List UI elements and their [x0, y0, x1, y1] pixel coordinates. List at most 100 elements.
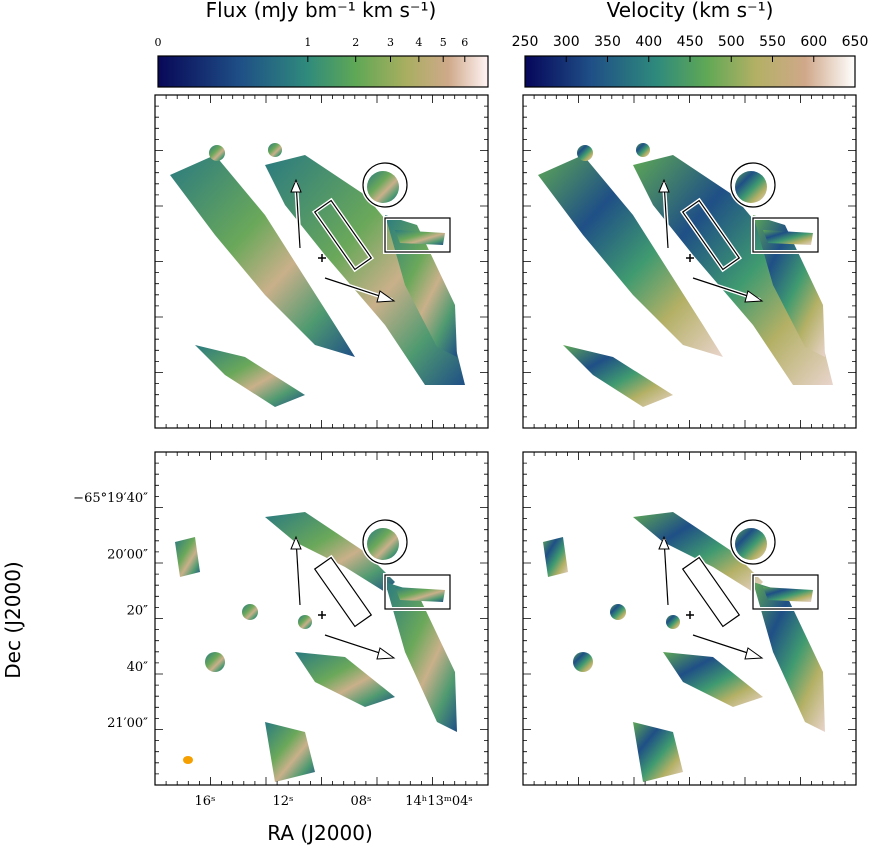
frame-tick	[155, 452, 488, 785]
frame-tick	[155, 95, 488, 428]
frame-tick	[523, 95, 856, 428]
frame-tick	[523, 452, 856, 785]
frame-tick	[523, 452, 856, 785]
x-tick-label: 14ʰ13ᵐ04ˢ	[405, 794, 473, 809]
frame-tick	[523, 95, 856, 428]
frame-tick	[523, 95, 856, 428]
frame-tick	[155, 95, 488, 428]
frame-tick	[523, 452, 856, 785]
frame-tick	[523, 452, 856, 785]
x-axis-label: RA (J2000)	[267, 821, 373, 845]
frame-tick	[155, 452, 488, 785]
frame-tick	[523, 95, 856, 428]
frame-tick	[155, 452, 488, 785]
frame-tick	[523, 95, 856, 428]
frame-tick	[155, 95, 488, 428]
frame-tick	[155, 95, 488, 428]
frame-tick	[523, 452, 856, 785]
frame-tick	[523, 452, 856, 785]
frame-tick	[155, 95, 488, 428]
frame-tick	[155, 452, 488, 785]
frame-tick	[155, 95, 488, 428]
velocity-map-bottom	[522, 451, 857, 786]
frame-tick	[155, 95, 488, 428]
y-tick-label: −65°19′40″	[73, 491, 148, 506]
frame-tick	[155, 452, 488, 785]
frame-tick	[155, 452, 488, 785]
frame-tick	[523, 95, 856, 428]
colorbar-title: Velocity (km s⁻¹)	[607, 0, 774, 22]
frame-tick	[155, 452, 488, 785]
frame-tick	[523, 452, 856, 785]
frame-tick	[523, 95, 856, 428]
frame-tick	[523, 452, 856, 785]
colorbar-tick-label: 2	[352, 36, 359, 49]
frame-tick	[155, 95, 488, 428]
frame-tick	[523, 452, 856, 785]
colorbar-tick-label: 6	[461, 36, 468, 49]
frame-tick	[523, 452, 856, 785]
colorbar-tick-label: 400	[635, 34, 662, 50]
frame-tick	[155, 452, 488, 785]
frame-tick	[155, 95, 488, 428]
frame-tick	[523, 95, 856, 428]
frame-tick	[523, 95, 856, 428]
y-axis-label: Dec (J2000)	[1, 561, 25, 678]
frame-tick	[523, 95, 856, 428]
colorbar-tick-label: 450	[677, 34, 704, 50]
frame-tick	[155, 95, 488, 428]
colorbar-tick-label: 1	[304, 36, 311, 49]
frame-tick	[523, 95, 856, 428]
flux-map-bottom	[154, 451, 489, 786]
flux-map-top	[154, 94, 489, 429]
frame-tick	[155, 95, 488, 428]
frame-tick	[523, 95, 856, 428]
frame-tick	[155, 452, 488, 785]
colorbar-tick-label: 300	[553, 34, 580, 50]
frame-tick	[523, 452, 856, 785]
frame-tick	[523, 95, 856, 428]
frame-tick	[155, 452, 488, 785]
frame-tick	[523, 95, 856, 428]
frame-tick	[523, 95, 856, 428]
frame-tick	[523, 452, 856, 785]
colorbar-tick-label: 250	[512, 34, 539, 50]
frame-tick	[155, 95, 488, 428]
frame-tick	[523, 452, 856, 785]
colorbar-tick-label: 4	[415, 36, 422, 49]
x-tick-label: 08ˢ	[351, 794, 372, 809]
frame-tick	[523, 452, 856, 785]
frame-tick	[523, 452, 856, 785]
frame-tick	[155, 95, 488, 428]
frame-tick	[523, 95, 856, 428]
frame-tick	[155, 452, 488, 785]
frame-tick	[523, 452, 856, 785]
colorbar-tick-label: 350	[594, 34, 621, 50]
frame-tick	[523, 95, 856, 428]
frame-tick	[523, 95, 856, 428]
frame-tick	[155, 452, 488, 785]
colorbar-tick-label: 0	[155, 36, 162, 49]
frame-tick	[523, 452, 856, 785]
frame-tick	[523, 95, 856, 428]
frame-tick	[523, 452, 856, 785]
frame-tick	[155, 452, 488, 785]
frame-tick	[155, 95, 488, 428]
frame-tick	[523, 95, 856, 428]
frame-tick	[523, 95, 856, 428]
frame-tick	[155, 95, 488, 428]
frame-tick	[155, 452, 488, 785]
colorbar-title: Flux (mJy bm⁻¹ km s⁻¹)	[206, 0, 437, 22]
y-tick-label: 20″	[127, 604, 149, 619]
y-tick-label: 40″	[127, 660, 149, 675]
frame-tick	[523, 452, 856, 785]
frame-tick	[155, 452, 488, 785]
frame-tick	[523, 95, 856, 428]
frame-tick	[523, 95, 856, 428]
frame-tick	[155, 95, 488, 428]
frame-tick	[523, 95, 856, 428]
frame-tick	[523, 95, 856, 428]
frame-tick	[155, 95, 488, 428]
frame-tick	[155, 452, 488, 785]
